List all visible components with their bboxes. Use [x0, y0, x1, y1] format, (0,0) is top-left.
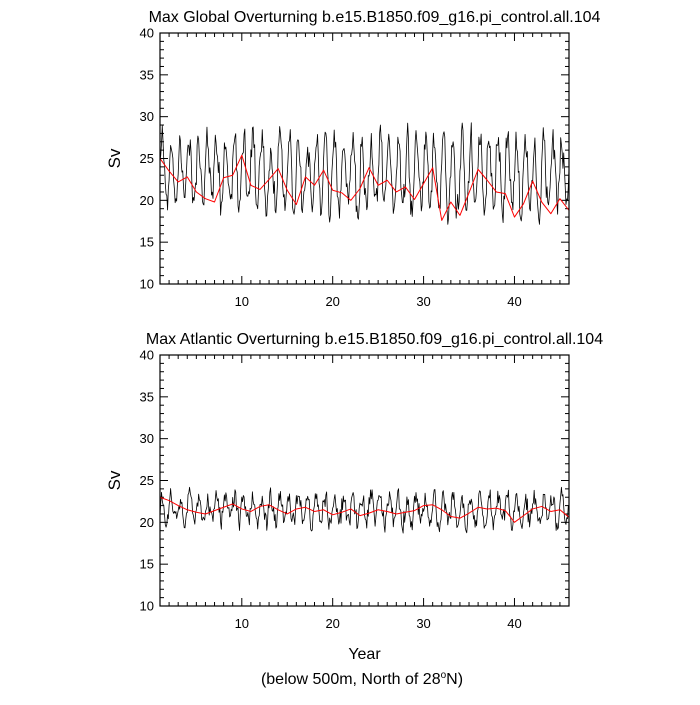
annual-mean-line: [159, 154, 570, 221]
x-tick-label: 30: [416, 294, 430, 309]
chart-title: Max Global Overturning b.e15.B1850.f09_g…: [149, 9, 601, 26]
y-tick-label: 40: [140, 348, 154, 363]
annual-mean-line: [159, 496, 570, 523]
y-tick-label: 30: [140, 431, 154, 446]
x-tick-label: 30: [416, 616, 430, 631]
y-tick-label: 25: [140, 473, 154, 488]
y-tick-label: 35: [140, 67, 154, 82]
x-tick-label: 20: [325, 616, 339, 631]
x-tick-label: 10: [235, 294, 249, 309]
monthly-overturning-line: [159, 486, 570, 534]
y-tick-label: 35: [140, 389, 154, 404]
degree-superscript: o: [441, 670, 447, 681]
y-tick-label: 20: [140, 193, 154, 208]
x-tick-label: 40: [507, 616, 521, 631]
y-tick-label: 15: [140, 235, 154, 250]
y-axis-label: Sv: [105, 470, 124, 490]
y-axis-label: Sv: [105, 148, 124, 168]
x-tick-label: 40: [507, 294, 521, 309]
global-overturning-panel: Max Global Overturning b.e15.B1850.f09_g…: [105, 9, 601, 309]
plot-frame: [159, 32, 570, 285]
y-tick-label: 10: [140, 277, 154, 292]
plot-frame: [159, 354, 570, 607]
y-tick-label: 20: [140, 515, 154, 530]
y-tick-label: 30: [140, 109, 154, 124]
monthly-overturning-line: [159, 122, 570, 225]
x-tick-label: 20: [325, 294, 339, 309]
y-tick-label: 25: [140, 151, 154, 166]
atlantic-overturning-panel: Max Atlantic Overturning b.e15.B1850.f09…: [105, 331, 603, 663]
footer-note: (below 500m, North of 28oN): [261, 670, 463, 688]
chart-title: Max Atlantic Overturning b.e15.B1850.f09…: [146, 331, 603, 348]
x-tick-label: 10: [235, 616, 249, 631]
y-tick-label: 40: [140, 26, 154, 41]
x-axis-label: Year: [348, 646, 381, 663]
y-tick-label: 15: [140, 557, 154, 572]
y-tick-label: 10: [140, 599, 154, 614]
